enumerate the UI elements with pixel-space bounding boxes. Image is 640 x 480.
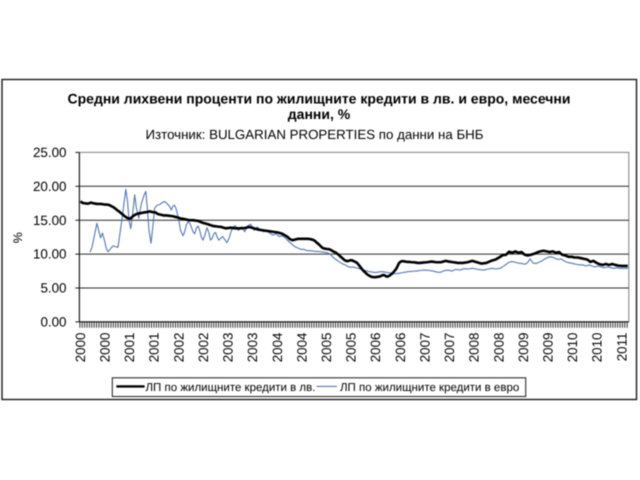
svg-text:2009: 2009 xyxy=(541,333,556,363)
svg-text:2005: 2005 xyxy=(344,333,359,363)
svg-text:2002: 2002 xyxy=(196,333,211,363)
svg-text:2007: 2007 xyxy=(442,333,457,363)
svg-text:2006: 2006 xyxy=(368,333,383,363)
svg-text:2005: 2005 xyxy=(319,333,334,363)
svg-text:2002: 2002 xyxy=(171,333,186,363)
svg-text:2006: 2006 xyxy=(393,333,408,363)
svg-text:Източник: BULGARIAN PROPERTIES: Източник: BULGARIAN PROPERTIES по данни … xyxy=(145,127,483,142)
svg-text:25.00: 25.00 xyxy=(33,145,67,160)
svg-text:данни, %: данни, % xyxy=(288,106,351,122)
svg-text:2010: 2010 xyxy=(590,333,605,363)
svg-text:2008: 2008 xyxy=(467,333,482,363)
svg-text:10.00: 10.00 xyxy=(33,247,67,262)
svg-text:2001: 2001 xyxy=(122,333,137,363)
svg-text:5.00: 5.00 xyxy=(40,281,66,296)
svg-text:2000: 2000 xyxy=(98,333,113,363)
svg-text:Средни лихвени проценти по жил: Средни лихвени проценти по жилищните кре… xyxy=(68,91,571,107)
svg-text:ЛП по жилищните кредити в лв.: ЛП по жилищните кредити в лв. xyxy=(146,382,316,394)
svg-text:2000: 2000 xyxy=(73,333,88,363)
svg-text:ЛП по жилищните кредити в евро: ЛП по жилищните кредити в евро xyxy=(340,382,519,394)
svg-text:2007: 2007 xyxy=(417,333,432,363)
svg-text:2008: 2008 xyxy=(491,333,506,363)
svg-text:20.00: 20.00 xyxy=(33,179,67,194)
svg-text:2010: 2010 xyxy=(565,333,580,363)
svg-text:15.00: 15.00 xyxy=(33,213,67,228)
svg-text:2003: 2003 xyxy=(245,333,260,363)
svg-text:2011: 2011 xyxy=(614,333,629,362)
svg-text:2001: 2001 xyxy=(147,333,162,363)
svg-text:2004: 2004 xyxy=(294,332,309,362)
svg-text:%: % xyxy=(11,232,25,243)
svg-text:2003: 2003 xyxy=(221,333,236,363)
svg-text:0.00: 0.00 xyxy=(40,315,66,330)
svg-text:2004: 2004 xyxy=(270,332,285,362)
svg-text:2009: 2009 xyxy=(516,333,531,363)
